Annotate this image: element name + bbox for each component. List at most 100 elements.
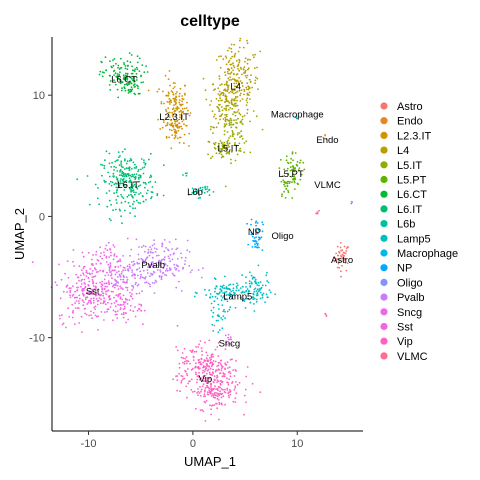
data-point <box>256 298 258 301</box>
data-point <box>201 188 204 191</box>
data-point <box>231 91 234 94</box>
data-point <box>117 151 120 154</box>
data-point <box>183 360 186 363</box>
data-point <box>303 168 306 171</box>
data-point <box>248 91 251 94</box>
data-point <box>91 272 93 275</box>
data-point <box>218 152 221 155</box>
cluster-label: Macrophage <box>271 110 324 121</box>
data-point <box>222 315 225 317</box>
data-point <box>210 157 212 160</box>
data-point <box>130 193 132 196</box>
data-point <box>140 309 143 312</box>
cluster-label: Lamp5 <box>223 291 252 302</box>
data-point <box>226 131 229 133</box>
data-point <box>174 97 177 100</box>
data-point <box>248 298 250 301</box>
data-point <box>84 283 86 285</box>
data-point <box>91 270 94 272</box>
data-point <box>128 52 131 54</box>
data-point <box>229 117 232 120</box>
data-point <box>226 100 229 103</box>
data-point <box>100 252 102 255</box>
data-point <box>182 174 184 176</box>
data-point <box>156 90 159 93</box>
data-point <box>159 262 162 265</box>
data-point <box>232 99 235 102</box>
data-point <box>76 286 78 289</box>
data-point <box>265 293 268 296</box>
data-point <box>216 381 219 383</box>
data-point <box>233 54 236 57</box>
data-point <box>183 362 186 365</box>
data-point <box>100 285 103 288</box>
data-point <box>346 262 349 265</box>
data-point <box>250 274 253 277</box>
data-point <box>266 280 268 282</box>
legend-key <box>380 234 388 242</box>
data-point <box>245 99 248 102</box>
data-point <box>209 361 212 364</box>
data-point <box>132 161 135 164</box>
data-point <box>241 115 244 118</box>
data-point <box>73 323 76 326</box>
data-point <box>224 348 227 351</box>
data-point <box>168 128 171 131</box>
data-point <box>91 317 93 320</box>
data-point <box>213 146 216 149</box>
data-point <box>92 311 95 314</box>
data-point <box>190 351 193 353</box>
data-point <box>119 180 122 182</box>
data-point <box>91 258 93 261</box>
legend-label: L5.PT <box>397 175 427 187</box>
data-point <box>67 307 69 310</box>
data-point <box>199 196 202 199</box>
data-point <box>76 296 78 299</box>
data-point <box>286 180 289 183</box>
data-point <box>138 307 140 310</box>
data-point <box>224 375 226 378</box>
data-point <box>223 123 226 125</box>
data-point <box>169 84 171 87</box>
data-point <box>216 297 219 300</box>
series-l6b <box>182 172 215 200</box>
data-point <box>104 159 106 162</box>
data-point <box>218 77 221 80</box>
data-point <box>267 296 269 299</box>
data-point <box>135 79 138 81</box>
data-point <box>214 348 217 351</box>
data-point <box>283 183 285 186</box>
data-point <box>123 168 126 170</box>
data-point <box>182 98 185 101</box>
data-point <box>120 287 122 289</box>
data-point <box>345 247 348 250</box>
data-point <box>344 252 347 255</box>
data-point <box>131 293 133 295</box>
data-point <box>253 297 256 300</box>
data-point <box>220 156 223 159</box>
data-point <box>110 254 112 257</box>
data-point <box>98 297 101 299</box>
data-point <box>217 393 219 395</box>
data-point <box>218 108 221 111</box>
y-tick-label: 10 <box>33 90 45 102</box>
data-point <box>111 285 114 288</box>
data-point <box>162 258 165 261</box>
legend-key <box>380 264 388 272</box>
data-point <box>235 392 238 395</box>
data-point <box>173 86 176 88</box>
data-point <box>143 161 145 164</box>
data-point <box>224 101 226 104</box>
data-point <box>210 394 213 397</box>
data-point <box>90 310 92 313</box>
data-point <box>234 99 236 102</box>
data-point <box>179 87 182 90</box>
data-point <box>343 255 346 257</box>
data-point <box>237 83 240 86</box>
data-point <box>215 59 218 61</box>
legend-key <box>380 322 388 331</box>
data-point <box>210 386 212 388</box>
data-point <box>69 291 71 293</box>
data-point <box>291 181 293 184</box>
data-point <box>87 277 90 279</box>
